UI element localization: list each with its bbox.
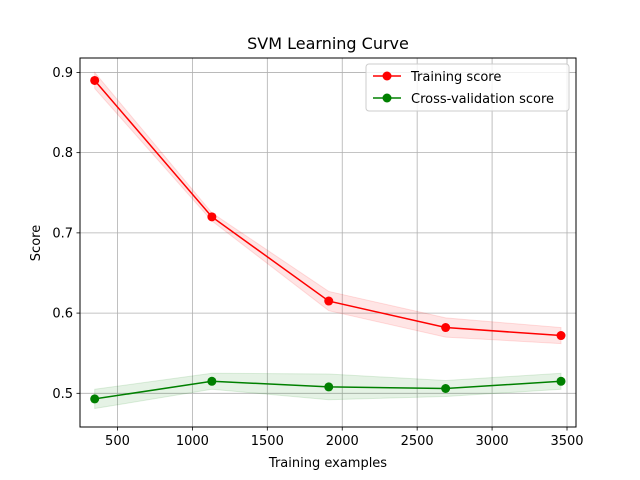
x-tick-label: 1000 <box>176 434 209 449</box>
x-tick-label: 3500 <box>550 434 583 449</box>
data-point-series-1 <box>441 383 451 393</box>
y-axis-ticks: 0.5 0.6 0.7 0.8 0.9 <box>52 66 80 402</box>
data-point-series-1 <box>207 376 217 386</box>
legend-marker-cv <box>382 93 392 103</box>
x-tick-label: 3000 <box>476 434 509 449</box>
data-point-series-0 <box>207 212 217 222</box>
y-tick-label: 0.6 <box>52 307 73 322</box>
data-point-series-1 <box>90 394 100 404</box>
data-point-series-1 <box>324 382 334 392</box>
legend-label-training: Training score <box>410 70 501 85</box>
confidence-band-series-0 <box>94 71 562 345</box>
legend: Training score Cross-validation score <box>365 63 570 112</box>
x-tick-label: 2000 <box>326 434 359 449</box>
x-axis-label: Training examples <box>268 456 387 471</box>
data-point-series-1 <box>556 376 566 386</box>
grid <box>80 58 576 427</box>
x-axis-ticks: 500 1000 1500 2000 2500 3000 3500 <box>105 427 584 449</box>
plot-frame <box>79 57 577 428</box>
series-markers <box>90 75 566 404</box>
legend-label-cv: Cross-validation score <box>411 92 554 107</box>
y-tick-label: 0.9 <box>52 66 73 81</box>
y-tick-label: 0.7 <box>52 226 73 241</box>
x-tick-label: 2500 <box>401 434 434 449</box>
data-point-series-0 <box>556 331 566 341</box>
y-axis-label: Score <box>29 225 44 261</box>
y-tick-label: 0.5 <box>52 387 73 402</box>
x-tick-label: 1500 <box>251 434 284 449</box>
legend-marker-training <box>382 71 392 81</box>
data-point-series-0 <box>90 75 100 85</box>
chart-title: SVM Learning Curve <box>247 34 409 53</box>
x-tick-label: 500 <box>105 434 130 449</box>
data-point-series-0 <box>441 323 451 333</box>
y-tick-label: 0.8 <box>52 146 73 161</box>
legend-box <box>365 63 570 112</box>
data-point-series-0 <box>324 296 334 306</box>
